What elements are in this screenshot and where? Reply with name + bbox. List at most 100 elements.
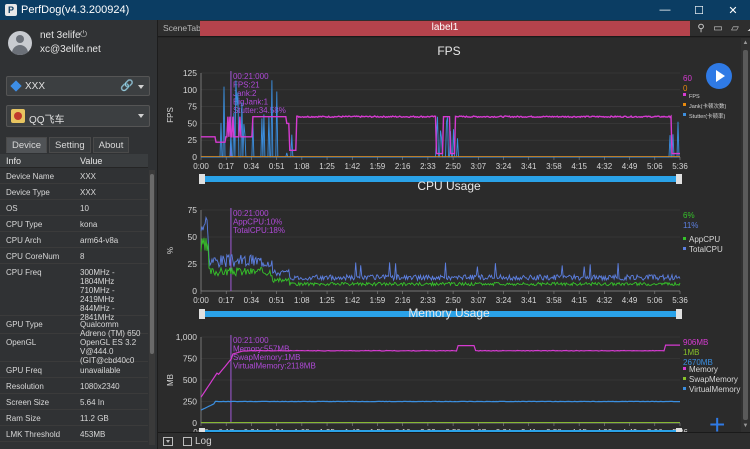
cursor-tooltip-line: FPS:21	[233, 81, 260, 90]
x-tick-label: 3:58	[546, 296, 562, 305]
time-range-slider[interactable]	[201, 311, 680, 317]
chevron-down-icon[interactable]	[138, 85, 144, 89]
y-axis-label: %	[166, 247, 175, 254]
info-row: OS 10	[0, 200, 148, 216]
scroll-up-icon[interactable]: ▲	[742, 40, 749, 46]
info-row-key: Ram Size	[6, 414, 41, 423]
info-row-key: OS	[6, 204, 18, 213]
y-tick-label: 25	[188, 259, 198, 269]
y-tick-label: 125	[183, 68, 197, 78]
user-panel: net 3elife ⏻ xc@3elife.net	[0, 20, 158, 64]
info-table-header: Info Value	[0, 154, 148, 168]
avatar[interactable]	[8, 31, 32, 55]
chart-scrollbar[interactable]: ▲ ▼	[741, 38, 750, 432]
info-row: Device Name XXX	[0, 168, 148, 184]
x-tick-label: 0:51	[269, 162, 285, 171]
info-row: GPU Type Qualcomm Adreno (TM) 650	[0, 316, 148, 338]
appcpu-series-line	[200, 237, 681, 287]
sidebar: net 3elife ⏻ xc@3elife.net XXX 🔗 QQ飞车 De…	[0, 20, 158, 449]
time-range-slider[interactable]	[201, 176, 680, 182]
info-row-key: Screen Size	[6, 398, 50, 407]
open-folder-icon[interactable]: ▱	[731, 23, 739, 34]
info-row-value: XXX	[80, 172, 97, 181]
device-select-value: XXX	[25, 81, 46, 92]
scene-label-bar[interactable]: label1	[200, 21, 690, 36]
x-tick-label: 3:24	[496, 296, 512, 305]
current-value: 906MB	[683, 338, 708, 347]
log-checkbox[interactable]	[183, 437, 192, 446]
y-tick-label: 0	[192, 152, 197, 162]
slider-handle-right[interactable]	[676, 174, 682, 184]
user-email: xc@3elife.net	[40, 44, 101, 55]
cursor-tooltip-line: BigJank:1	[233, 98, 269, 107]
maximize-button[interactable]: ☐	[694, 4, 704, 17]
info-row-key: GPU Freq	[6, 366, 43, 375]
x-tick-label: 4:49	[622, 296, 638, 305]
x-tick-label: 3:41	[521, 162, 537, 171]
x-tick-label: 2:16	[395, 296, 411, 305]
info-row: CPU Type kona	[0, 216, 148, 232]
legend-entry: Memory	[689, 365, 718, 374]
x-tick-label: 4:32	[597, 162, 613, 171]
info-row-key: Resolution	[6, 382, 44, 391]
info-header-key: Info	[6, 156, 22, 166]
device-select[interactable]: XXX 🔗	[6, 76, 150, 96]
legend-entry: Stutter(卡顿率)	[689, 112, 726, 120]
play-button[interactable]	[706, 63, 732, 89]
y-tick-label: 50	[188, 118, 198, 128]
x-tick-label: 1:08	[294, 162, 310, 171]
x-tick-label: 2:33	[420, 162, 436, 171]
legend-swatch	[683, 387, 686, 390]
info-row-key: CPU CoreNum	[6, 252, 60, 261]
close-button[interactable]: ✕	[728, 4, 738, 17]
info-row: Device Type XXX	[0, 184, 148, 200]
minimize-button[interactable]: —	[659, 4, 671, 16]
title-bar: P PerfDog(v4.3.200924) — ☐ ✕	[0, 0, 750, 20]
cursor-tooltip-line: SwapMemory:1MB	[233, 353, 301, 362]
connection-link-icon[interactable]: 🔗	[120, 80, 134, 92]
user-name: net 3elife	[40, 30, 81, 41]
x-tick-label: 3:07	[471, 296, 487, 305]
legend-swatch	[683, 103, 686, 106]
x-tick-label: 2:33	[420, 296, 436, 305]
tab-device[interactable]: Device	[6, 137, 48, 153]
add-button[interactable]: +	[709, 409, 726, 440]
cloud-icon[interactable]: ☁	[745, 22, 750, 35]
tab-about[interactable]: About	[92, 137, 130, 153]
logout-icon[interactable]: ⏻	[80, 29, 88, 39]
cursor-tooltip-line: TotalCPU:18%	[233, 226, 285, 235]
info-row-value: 1080x2340	[80, 382, 120, 391]
expand-log-icon[interactable]	[163, 437, 173, 446]
y-tick-label: 0	[192, 286, 197, 296]
current-value: 60	[683, 74, 692, 83]
x-tick-label: 0:17	[218, 296, 234, 305]
chevron-down-icon[interactable]	[138, 114, 144, 118]
slider-handle-left[interactable]	[199, 174, 205, 184]
chart-area: FPS FPS 0 25 50 75 100 125 0:00 0:17 0:34 0:51 1:08 1…	[158, 38, 741, 439]
chart-title-fps: FPS	[437, 44, 460, 58]
perfdog-logo-icon: P	[5, 4, 17, 16]
x-tick-label: 3:24	[496, 162, 512, 171]
legend-entry: Jank(卡顿次数)	[689, 102, 726, 110]
x-tick-label: 5:36	[672, 296, 688, 305]
x-tick-label: 0:51	[269, 296, 285, 305]
slider-handle-left[interactable]	[199, 309, 205, 319]
scroll-down-icon[interactable]: ▼	[742, 423, 749, 429]
folder-icon[interactable]: ▭	[713, 23, 723, 34]
app-select[interactable]: QQ飞车	[6, 105, 150, 127]
info-row-value: kona	[80, 220, 98, 229]
location-pin-icon[interactable]: ⚲	[697, 23, 705, 34]
info-row: Resolution 1080x2340	[0, 378, 148, 394]
scene-tab-label[interactable]: SceneTab	[163, 23, 201, 33]
x-tick-label: 2:50	[445, 296, 461, 305]
log-label: Log	[195, 436, 212, 447]
info-row-value: arm64-v8a	[80, 236, 119, 245]
sidebar-tabs: Device Setting About	[6, 137, 158, 153]
y-tick-label: 100	[183, 85, 197, 95]
bottom-bar: Log	[158, 432, 750, 449]
info-scrollbar[interactable]	[149, 170, 155, 445]
tab-setting[interactable]: Setting	[49, 137, 91, 153]
slider-handle-right[interactable]	[676, 309, 682, 319]
legend-entry: VirtualMemory	[689, 385, 740, 394]
info-row-value: Qualcomm Adreno (TM) 650	[80, 320, 141, 338]
